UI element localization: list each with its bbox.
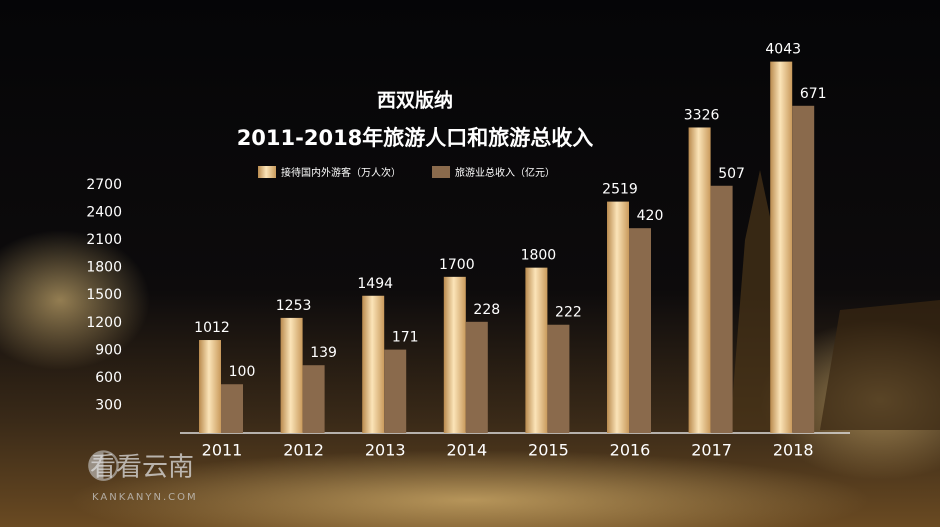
value-label: 1253 <box>276 298 312 314</box>
watermark-logo: ◐ <box>86 440 121 486</box>
legend-swatch <box>258 166 276 178</box>
bar <box>221 384 243 433</box>
legend: 接待国内外游客（万人次） 旅游业总收入（亿元） <box>258 166 555 179</box>
legend-label: 旅游业总收入（亿元） <box>455 166 555 179</box>
bar <box>710 185 733 433</box>
chart-subtitle: 2011-2018年旅游人口和旅游总收入 <box>237 126 594 150</box>
value-label: 100 <box>229 364 256 380</box>
x-tick-label: 2016 <box>610 441 651 460</box>
value-label: 171 <box>392 330 419 346</box>
value-label: 671 <box>800 86 827 102</box>
y-tick-label: 2700 <box>86 177 122 193</box>
bar <box>199 340 221 433</box>
bar <box>629 228 651 433</box>
x-tick-label: 2015 <box>528 441 569 460</box>
value-label: 1012 <box>194 320 230 336</box>
value-label: 3326 <box>684 107 720 123</box>
watermark-text: 看看云南 <box>90 453 194 483</box>
y-tick-label: 2400 <box>86 205 122 221</box>
value-label: 1700 <box>439 257 475 273</box>
value-label: 228 <box>473 302 500 318</box>
bar <box>302 365 325 433</box>
legend-label: 接待国内外游客（万人次） <box>281 166 401 179</box>
light-glow <box>0 230 150 370</box>
x-tick-label: 2014 <box>446 441 487 460</box>
bar <box>384 349 407 433</box>
bar <box>280 317 303 433</box>
y-tick-label: 1500 <box>86 287 122 303</box>
y-tick-label: 900 <box>95 342 122 358</box>
bar <box>443 276 466 433</box>
y-tick-label: 1200 <box>86 315 122 331</box>
value-label: 507 <box>718 166 745 182</box>
value-label: 1494 <box>357 276 393 292</box>
value-label: 139 <box>310 345 337 361</box>
watermark-url: KANKANYN.COM <box>92 492 198 503</box>
value-label: 2519 <box>602 182 638 198</box>
value-label: 420 <box>637 208 664 224</box>
x-tick-label: 2011 <box>202 441 243 460</box>
bar <box>547 324 570 433</box>
y-tick-label: 600 <box>95 370 122 386</box>
x-tick-label: 2013 <box>365 441 406 460</box>
bar <box>770 61 793 433</box>
x-tick-label: 2017 <box>691 441 732 460</box>
temple <box>820 300 940 430</box>
bar <box>362 295 385 433</box>
chart-title: 西双版纳 <box>377 89 453 112</box>
y-tick-label: 300 <box>95 397 122 413</box>
bar <box>792 105 815 434</box>
bar <box>607 201 629 433</box>
bar <box>525 267 548 433</box>
x-tick-label: 2012 <box>283 441 324 460</box>
bar <box>688 127 711 433</box>
legend-swatch <box>432 166 450 178</box>
y-tick-label: 2100 <box>86 232 122 248</box>
x-tick-label: 2018 <box>773 441 814 460</box>
value-label: 4043 <box>765 42 801 58</box>
value-label: 1800 <box>521 248 557 264</box>
light-glow <box>70 450 870 527</box>
bar <box>465 321 488 433</box>
value-label: 222 <box>555 305 582 321</box>
y-tick-label: 1800 <box>86 260 122 276</box>
